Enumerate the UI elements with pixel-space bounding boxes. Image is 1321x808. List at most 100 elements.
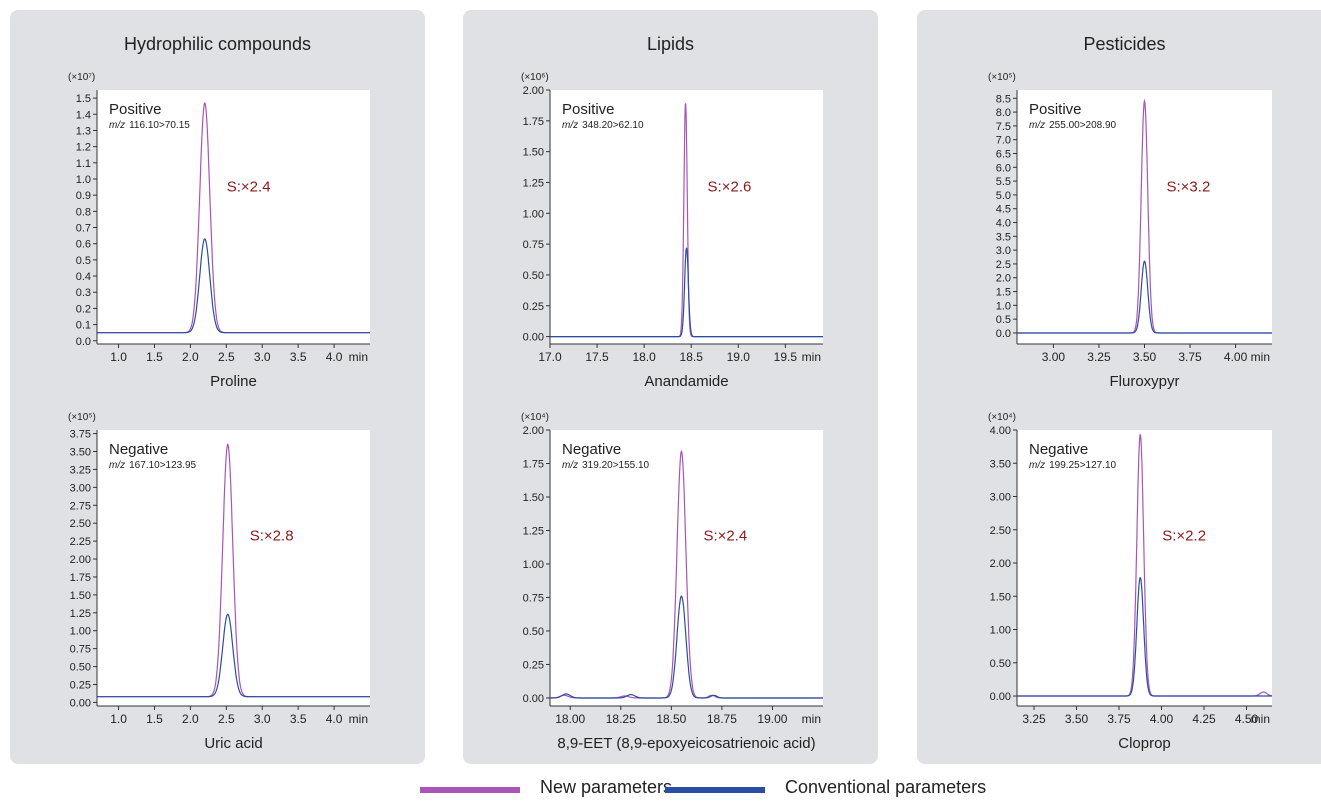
ionization-mode: Positive — [562, 101, 615, 118]
ionization-mode: Positive — [109, 101, 162, 118]
x-tick-label: 3.0 — [254, 350, 271, 364]
x-tick-label: 3.50 — [1065, 712, 1089, 726]
y-tick-label: 1.3 — [76, 125, 91, 137]
mz-prefix: m/z — [562, 460, 578, 471]
compound-name: Fluroxypyr — [1109, 373, 1179, 390]
x-tick-label: 3.25 — [1022, 712, 1046, 726]
chart-89-eet: 0.00 0.25 0.50 0.75 1.00 1.25 1.50 1.75 2.00 18.0… — [521, 412, 823, 752]
y-tick-label: 1.50 — [70, 590, 91, 602]
y-tick-label: 0.0 — [76, 336, 91, 348]
mz-transition: m/z 319.20>155.10 — [562, 460, 650, 471]
x-unit-label: min — [802, 350, 821, 364]
compound-name: Proline — [210, 373, 257, 390]
y-tick-label: 0.2 — [76, 303, 91, 315]
y-tick-label: 2.00 — [990, 558, 1011, 570]
y-tick-label: 1.50 — [523, 147, 544, 159]
x-tick-label: 2.5 — [218, 712, 235, 726]
ionization-mode: Positive — [1029, 101, 1082, 118]
legend-swatch-conventional — [665, 787, 765, 793]
y-tick-label: 1.5 — [76, 93, 91, 105]
scale-label: (×10⁴) — [521, 412, 549, 423]
y-tick-label: 0.5 — [996, 314, 1011, 326]
series-line-conventional — [550, 247, 823, 338]
y-tick-label: 4.00 — [990, 425, 1011, 437]
series-line-conventional — [97, 613, 370, 698]
x-tick-label: 2.0 — [182, 712, 199, 726]
y-tick-label: 0.25 — [523, 659, 544, 671]
x-tick-label: 19.00 — [757, 712, 787, 726]
compound-name: Uric acid — [204, 735, 262, 752]
series-line-conventional — [1017, 576, 1272, 697]
y-tick-label: 8.5 — [996, 93, 1011, 105]
legend: New parameters Conventional parameters — [0, 775, 1321, 805]
y-tick-label: 0.9 — [76, 190, 91, 202]
ionization-mode: Negative — [562, 441, 621, 458]
x-tick-label: 1.0 — [110, 350, 127, 364]
scale-label: (×10⁵) — [68, 412, 96, 423]
scale-label: (×10⁷) — [68, 72, 95, 83]
mz-transition: m/z 167.10>123.95 — [109, 460, 197, 471]
mz-transition: m/z 348.20>62.10 — [562, 120, 644, 131]
x-unit-label: min — [1251, 350, 1270, 364]
mz-value: 348.20>62.10 — [582, 120, 644, 131]
signal-ratio-annotation: S:×2.6 — [708, 179, 752, 196]
y-tick-label: 2.0 — [996, 273, 1011, 285]
x-tick-label: 19.5 — [774, 350, 798, 364]
y-tick-label: 7.5 — [996, 121, 1011, 133]
y-tick-label: 0.50 — [990, 658, 1011, 670]
chart-anandamide: 0.00 0.25 0.50 0.75 1.00 1.25 1.50 1.75 2.00 17.0… — [521, 72, 823, 390]
y-tick-label: 0.7 — [76, 223, 91, 235]
y-tick-label: 3.00 — [990, 492, 1011, 504]
x-tick-label: 2.5 — [218, 350, 235, 364]
series-line-conventional — [550, 595, 823, 699]
y-tick-label: 3.0 — [996, 245, 1011, 257]
y-tick-label: 0.75 — [70, 644, 91, 656]
mz-prefix: m/z — [1029, 460, 1045, 471]
x-tick-label: 3.00 — [1042, 350, 1066, 364]
chart-fluroxypyr: 0.0 0.5 1.01.5 2.0 2.5 3.0 3.54.0 4.5 5.0 5.5 6.06… — [988, 72, 1272, 390]
y-tick-label: 1.00 — [70, 626, 91, 638]
x-tick-label: 3.75 — [1107, 712, 1131, 726]
x-tick-label: 1.0 — [110, 712, 127, 726]
y-tick-label: 0.25 — [70, 679, 91, 691]
y-tick-label: 0.0 — [996, 328, 1011, 340]
x-tick-label: 1.5 — [146, 350, 163, 364]
x-tick-label: 4.00 — [1150, 712, 1174, 726]
x-unit-label: min — [802, 712, 821, 726]
ionization-mode: Negative — [109, 441, 168, 458]
mz-prefix: m/z — [562, 120, 578, 131]
signal-ratio-annotation: S:×3.2 — [1167, 179, 1211, 196]
y-tick-label: 0.75 — [523, 239, 544, 251]
scale-label: (×10⁴) — [988, 412, 1016, 423]
scale-label: (×10⁶) — [521, 72, 549, 83]
mz-transition: m/z 255.00>208.90 — [1029, 120, 1117, 131]
y-tick-label: 0.8 — [76, 206, 91, 218]
y-tick-label: 3.50 — [990, 458, 1011, 470]
signal-ratio-annotation: S:×2.8 — [250, 527, 294, 544]
y-tick-label: 1.00 — [523, 208, 544, 220]
x-tick-label: 3.75 — [1178, 350, 1202, 364]
panel-title: Hydrophilic compounds — [123, 34, 312, 54]
y-tick-label: 6.5 — [996, 149, 1011, 161]
legend-swatch-new — [420, 787, 520, 793]
mz-prefix: m/z — [109, 460, 125, 471]
y-tick-label: 1.50 — [523, 492, 544, 504]
y-tick-label: 3.25 — [70, 464, 91, 476]
x-tick-label: 4.50 — [1235, 712, 1259, 726]
panel-title: Lipids — [646, 34, 695, 54]
x-tick-label: 3.50 — [1133, 350, 1157, 364]
x-unit-label: min — [349, 712, 368, 726]
compound-name: 8,9-EET (8,9-epoxyeicosatrienoic acid) — [557, 735, 815, 752]
y-tick-label: 1.4 — [76, 109, 91, 121]
y-tick-label: 7.0 — [996, 135, 1011, 147]
y-tick-label: 6.0 — [996, 162, 1011, 174]
y-tick-label: 5.5 — [996, 176, 1011, 188]
x-tick-label: 3.5 — [290, 712, 307, 726]
x-tick-label: 18.0 — [632, 350, 656, 364]
y-tick-label: 0.00 — [523, 332, 544, 344]
x-tick-label: 2.0 — [182, 350, 199, 364]
signal-ratio-annotation: S:×2.4 — [227, 179, 271, 196]
y-tick-label: 2.00 — [70, 554, 91, 566]
mz-prefix: m/z — [1029, 120, 1045, 131]
mz-transition: m/z 116.10>70.15 — [109, 120, 190, 131]
